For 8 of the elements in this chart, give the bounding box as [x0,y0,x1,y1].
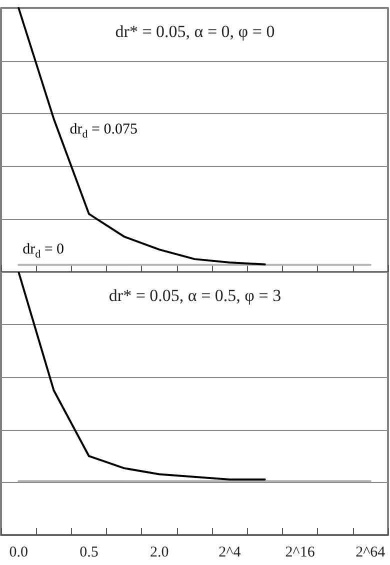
x-tick-label: 2^64 [356,544,386,560]
text: dr* = 0.05, α = 0.5, φ = 3 [108,286,282,305]
x-tick-label: 0.0 [9,544,28,560]
x-tick-label: 2^16 [285,544,316,560]
x-tick-label: 0.5 [80,544,98,560]
text: dr* = 0.05, α = 0, φ = 0 [115,22,275,41]
x-tick-label: 2^4 [218,544,242,560]
x-tick-label: 2.0 [150,544,169,560]
